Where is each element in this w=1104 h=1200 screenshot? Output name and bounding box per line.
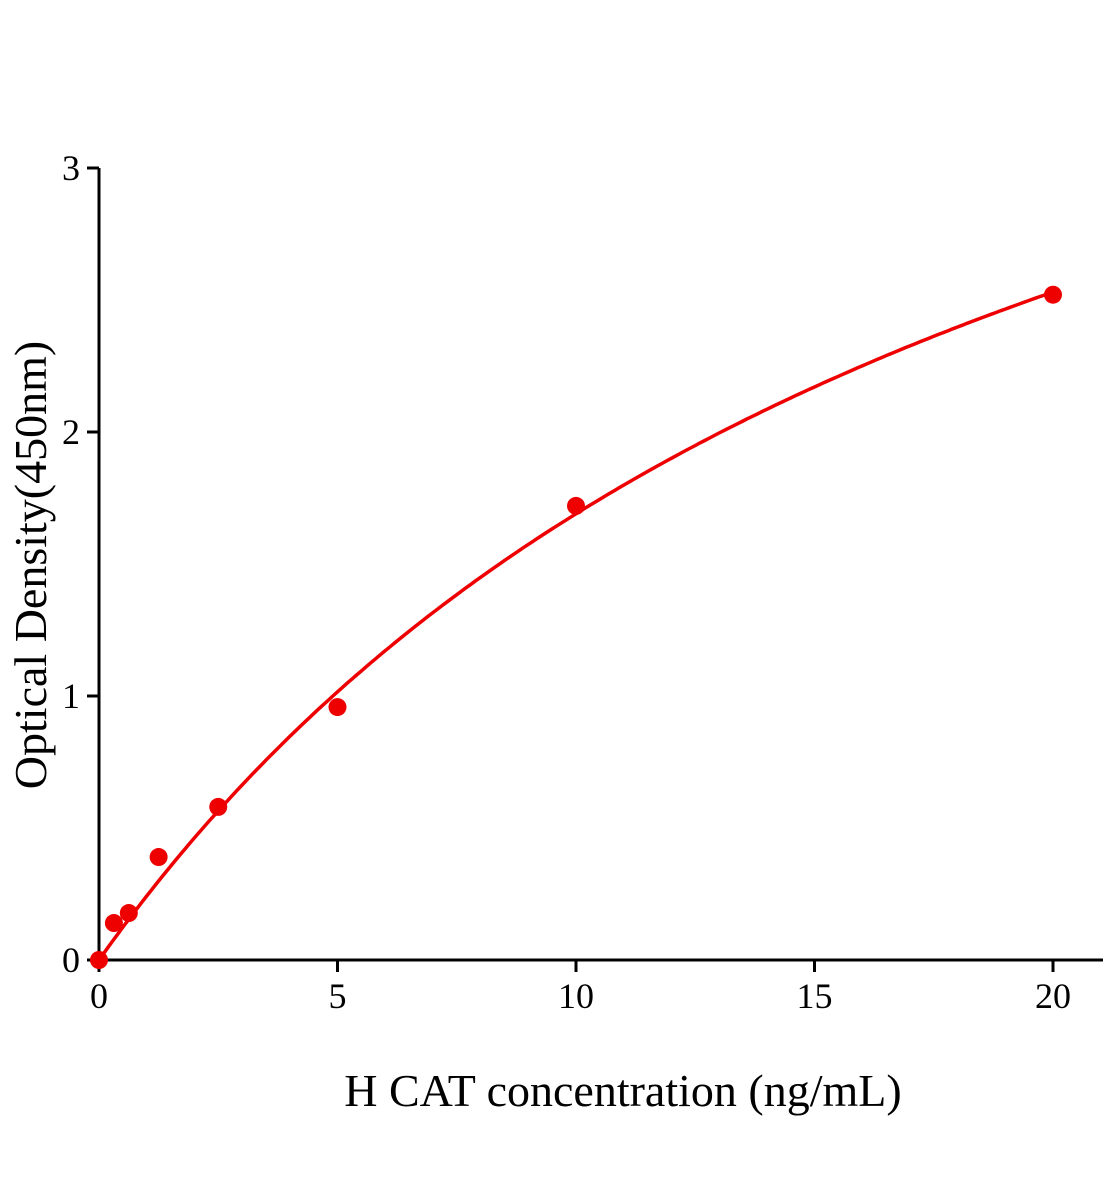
data-point xyxy=(328,698,347,717)
data-point xyxy=(104,914,123,933)
data-point xyxy=(567,496,585,515)
data-point xyxy=(149,848,168,867)
x-axis-title: H CAT concentration (ng/mL) xyxy=(344,1065,901,1116)
x-tick-label: 5 xyxy=(329,976,347,1016)
data-point xyxy=(209,797,228,816)
data-point xyxy=(90,951,108,969)
y-axis-title: Optical Density(450nm) xyxy=(5,341,56,789)
y-tick-label: 2 xyxy=(62,412,80,452)
fit-curve xyxy=(97,290,1054,962)
y-tick-label: 1 xyxy=(62,676,80,716)
x-tick-label: 20 xyxy=(1035,976,1071,1016)
x-tick-label: 15 xyxy=(797,976,833,1016)
x-tick-label: 0 xyxy=(90,976,108,1016)
axes xyxy=(97,168,1103,962)
data-point xyxy=(1044,285,1062,304)
y-tick-label: 3 xyxy=(62,148,80,188)
data-point xyxy=(119,904,138,923)
x-tick-label: 10 xyxy=(558,976,594,1016)
y-tick-label: 0 xyxy=(62,940,80,980)
